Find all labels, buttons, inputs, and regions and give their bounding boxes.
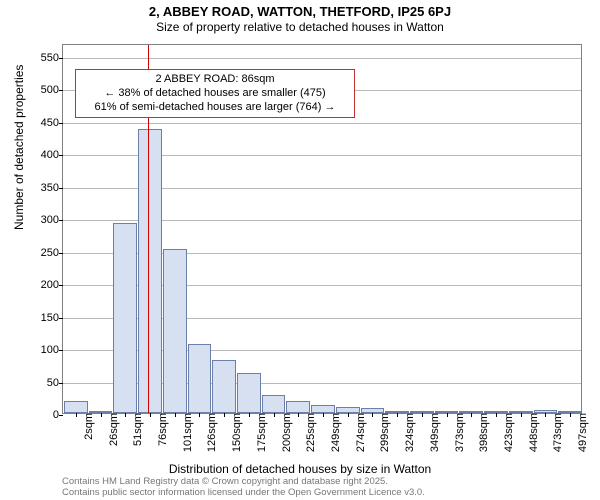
y-axis-label: Number of detached properties: [12, 65, 26, 230]
gridline: [63, 58, 581, 59]
footer-line-1: Contains HM Land Registry data © Crown c…: [62, 477, 425, 487]
chart-plot-area: 0501001502002503003504004505005502sqm26s…: [62, 44, 582, 414]
x-tick-mark: [323, 413, 324, 417]
chart-plot-wrap: 0501001502002503003504004505005502sqm26s…: [62, 44, 582, 414]
x-tick-label: 274sqm: [353, 413, 367, 452]
x-tick-label: 200sqm: [279, 413, 293, 452]
x-tick-mark: [76, 413, 77, 417]
y-tick-mark: [59, 383, 63, 384]
histogram-bar: [163, 249, 187, 413]
y-tick-mark: [59, 58, 63, 59]
x-tick-label: 249sqm: [328, 413, 342, 452]
histogram-bar: [113, 223, 137, 413]
x-tick-mark: [199, 413, 200, 417]
x-tick-label: 423sqm: [501, 413, 515, 452]
x-tick-mark: [150, 413, 151, 417]
x-tick-label: 51sqm: [130, 413, 144, 446]
y-tick-mark: [59, 155, 63, 156]
x-tick-label: 225sqm: [303, 413, 317, 452]
chart-title-block: 2, ABBEY ROAD, WATTON, THETFORD, IP25 6P…: [0, 0, 600, 35]
x-tick-mark: [125, 413, 126, 417]
x-tick-label: 150sqm: [229, 413, 243, 452]
chart-title-subtitle: Size of property relative to detached ho…: [0, 20, 600, 35]
y-tick-mark: [59, 188, 63, 189]
y-tick-mark: [59, 220, 63, 221]
x-tick-label: 101sqm: [180, 413, 194, 452]
y-tick-mark: [59, 350, 63, 351]
x-tick-mark: [570, 413, 571, 417]
histogram-bar: [64, 401, 88, 413]
x-tick-label: 76sqm: [155, 413, 169, 446]
x-tick-label: 299sqm: [377, 413, 391, 452]
footer-line-2: Contains public sector information licen…: [62, 488, 425, 498]
x-tick-mark: [101, 413, 102, 417]
infobox-line-2: ← 38% of detached houses are smaller (47…: [82, 87, 348, 101]
y-tick-mark: [59, 90, 63, 91]
x-tick-label: 448sqm: [526, 413, 540, 452]
x-tick-mark: [422, 413, 423, 417]
x-tick-label: 349sqm: [427, 413, 441, 452]
histogram-bar: [138, 129, 162, 413]
histogram-bar: [311, 405, 335, 413]
x-tick-mark: [397, 413, 398, 417]
x-tick-mark: [496, 413, 497, 417]
x-tick-mark: [298, 413, 299, 417]
x-tick-label: 324sqm: [402, 413, 416, 452]
x-tick-label: 473sqm: [550, 413, 564, 452]
histogram-bar: [286, 401, 310, 413]
chart-footer: Contains HM Land Registry data © Crown c…: [62, 477, 425, 498]
histogram-bar: [237, 373, 261, 413]
x-tick-label: 2sqm: [81, 413, 95, 440]
histogram-bar: [262, 395, 286, 413]
infobox-line-1: 2 ABBEY ROAD: 86sqm: [82, 73, 348, 87]
x-tick-label: 398sqm: [476, 413, 490, 452]
x-tick-label: 175sqm: [254, 413, 268, 452]
x-tick-mark: [372, 413, 373, 417]
x-tick-label: 26sqm: [106, 413, 120, 446]
histogram-bar: [212, 360, 236, 413]
y-tick-mark: [59, 415, 63, 416]
x-tick-mark: [521, 413, 522, 417]
y-tick-mark: [59, 285, 63, 286]
x-tick-mark: [224, 413, 225, 417]
subject-info-box: 2 ABBEY ROAD: 86sqm← 38% of detached hou…: [75, 69, 355, 118]
x-tick-label: 126sqm: [204, 413, 218, 452]
x-axis-label: Distribution of detached houses by size …: [0, 462, 600, 476]
x-tick-label: 497sqm: [575, 413, 589, 452]
y-tick-mark: [59, 253, 63, 254]
x-tick-mark: [274, 413, 275, 417]
x-tick-mark: [348, 413, 349, 417]
x-tick-mark: [249, 413, 250, 417]
chart-title-address: 2, ABBEY ROAD, WATTON, THETFORD, IP25 6P…: [0, 4, 600, 20]
y-tick-mark: [59, 123, 63, 124]
x-tick-mark: [545, 413, 546, 417]
x-tick-mark: [471, 413, 472, 417]
x-tick-mark: [175, 413, 176, 417]
infobox-line-3: 61% of semi-detached houses are larger (…: [82, 101, 348, 115]
histogram-bar: [188, 344, 212, 413]
gridline: [63, 123, 581, 124]
y-tick-mark: [59, 318, 63, 319]
x-tick-mark: [447, 413, 448, 417]
x-tick-label: 373sqm: [452, 413, 466, 452]
